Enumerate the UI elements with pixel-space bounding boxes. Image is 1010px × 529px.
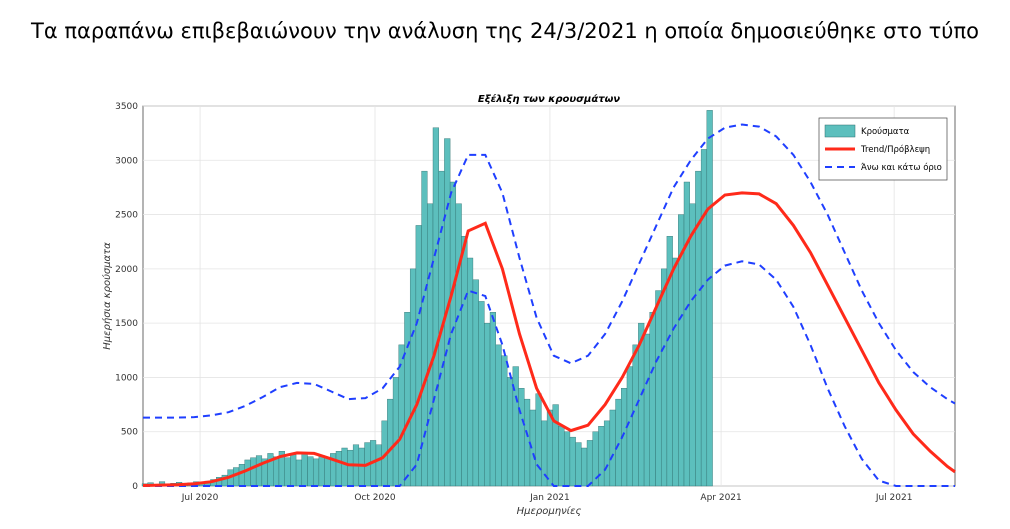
chart-title: Εξέλιξη των κρουσμάτων [478,93,620,105]
y-tick-label: 2500 [115,211,138,221]
bar [347,449,354,487]
legend-label: Κρούσματα [861,126,910,137]
bar [609,409,616,487]
bar [301,453,308,487]
legend-label: Trend/Πρόβλεψη [860,144,930,155]
bar [341,447,348,487]
x-tick-label: Apr 2021 [700,493,741,503]
bar [273,456,280,487]
bar [421,170,428,487]
y-tick-label: 0 [132,482,138,492]
bar [546,409,554,487]
bar [358,447,365,487]
y-tick-label: 1000 [115,373,138,383]
bar [552,404,559,487]
bar [501,355,508,487]
bar [392,377,399,487]
x-tick-label: Jul 2020 [181,493,219,503]
bar [535,393,542,487]
bar [432,127,439,487]
bar [472,279,479,487]
x-tick-label: Jul 2021 [875,493,913,503]
bar [655,290,662,487]
bar [250,457,257,487]
bar [706,110,713,487]
bar [489,312,496,487]
bar [575,442,582,487]
bar [569,436,576,487]
bar [404,312,411,487]
bar [506,377,514,487]
bar [244,459,251,487]
y-tick-label: 1500 [115,319,138,329]
bar [586,440,593,487]
bar [455,203,462,487]
bar [558,426,565,487]
bar [387,398,394,487]
x-tick-label: Oct 2020 [354,493,396,503]
bar [672,257,679,487]
bar [660,268,668,487]
y-axis-label: Ημερήσια κρούσματα [101,242,113,350]
bar [461,236,468,487]
lower-bound-line [143,260,955,487]
legend-swatch [824,124,856,138]
bar [427,203,434,487]
y-tick-label: 2000 [115,265,138,275]
bar [603,420,611,487]
bar [409,268,417,487]
bar [324,457,331,487]
bar [449,181,457,487]
bar [683,181,690,487]
bar [615,398,622,487]
heading: Τα παραπάνω επιβεβαιώνουν την ανάλυση τη… [30,19,979,43]
bar [307,456,314,487]
y-tick-label: 500 [121,428,138,438]
bar [632,344,639,487]
bar [478,301,485,487]
legend-label: Άνω και κάτω όριο [861,162,942,173]
upper-bound-line [143,123,956,419]
bar [375,444,382,487]
bar [290,454,297,487]
bar [318,455,325,487]
bar [598,426,605,487]
x-axis-label: Ημερομηνίες [517,505,582,517]
bar [335,451,342,487]
bar [649,312,656,487]
bar [284,457,291,487]
bar [518,388,525,487]
bar [700,149,708,487]
y-tick-label: 3500 [115,102,138,112]
bar [581,447,588,487]
bar [255,455,263,487]
trend-line [142,191,956,487]
bar [643,333,650,487]
bar [564,431,571,487]
x-tick-label: Jan 2021 [529,493,570,503]
bar [689,203,696,487]
bar [238,464,245,487]
bar [495,344,502,487]
bar [295,459,302,487]
bar [484,322,491,487]
y-tick-label: 3000 [115,156,138,166]
bar [312,458,320,487]
